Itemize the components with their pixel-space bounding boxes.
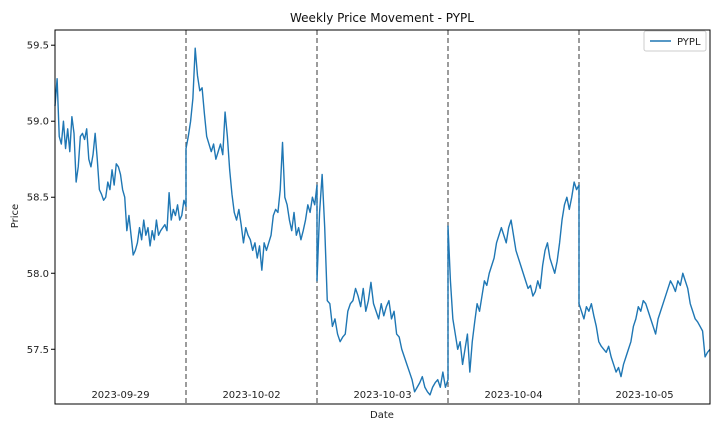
day-label: 2023-09-29 <box>91 390 149 401</box>
series-line-group <box>54 47 711 396</box>
day-separators <box>185 30 580 404</box>
y-axis-title: Price <box>10 204 21 228</box>
y-tick-label: 58.5 <box>27 193 49 204</box>
x-axis-title: Date <box>370 410 394 421</box>
day-label: 2023-10-03 <box>353 390 411 401</box>
day-label: 2023-10-02 <box>222 390 280 401</box>
legend: PYPL <box>643 30 707 52</box>
y-tick-label: 57.5 <box>27 345 49 356</box>
plot-frame <box>54 29 711 405</box>
day-label: 2023-10-04 <box>484 390 542 401</box>
series-line-pypl <box>54 47 711 396</box>
legend-entry-pypl: PYPL <box>677 37 701 48</box>
x-axis-day-labels: 2023-09-29 2023-10-02 2023-10-03 2023-10-04… <box>91 390 673 401</box>
y-tick-label: 59.0 <box>27 117 49 128</box>
y-tick-label: 59.5 <box>27 41 49 52</box>
y-tick-label: 58.0 <box>27 269 49 280</box>
y-axis: 57.5 58.0 58.5 59.0 59.5 <box>27 41 55 356</box>
day-label: 2023-10-05 <box>615 390 673 401</box>
chart-title: Weekly Price Movement - PYPL <box>290 11 474 25</box>
legend-box <box>643 30 707 52</box>
